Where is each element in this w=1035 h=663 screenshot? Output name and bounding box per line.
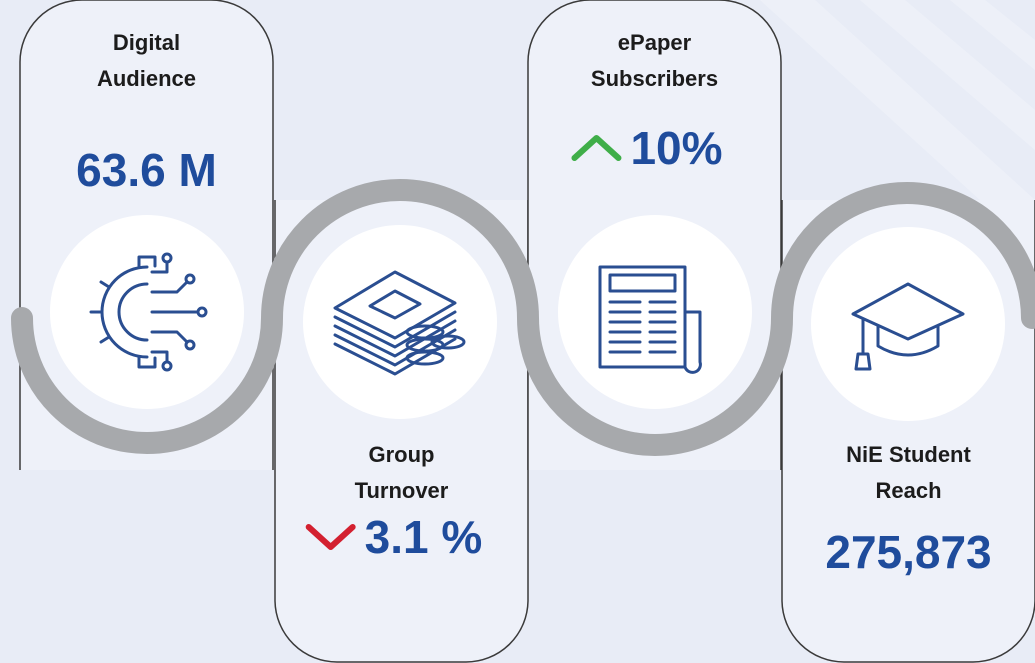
icon-paper bbox=[598, 265, 687, 369]
card-value: 3.1 % bbox=[365, 511, 483, 563]
content: Digital Audience 63.6 M Group Turnover 3.1 % e… bbox=[50, 30, 1005, 578]
card-title: Group bbox=[369, 442, 435, 467]
icon-node bbox=[161, 252, 173, 264]
card-value: 10% bbox=[630, 122, 722, 174]
icon bbox=[851, 282, 965, 371]
icon-node bbox=[184, 273, 196, 285]
card-title: Audience bbox=[97, 66, 196, 91]
card-title: Digital bbox=[113, 30, 180, 55]
trend-down-arrow bbox=[305, 524, 356, 550]
icon-bills bbox=[333, 328, 457, 367]
icon-circle bbox=[303, 225, 497, 419]
icon bbox=[598, 265, 702, 374]
card-value: 275,873 bbox=[825, 526, 991, 578]
icon-circle bbox=[50, 215, 244, 409]
icon-roll bbox=[683, 310, 702, 374]
icon bbox=[333, 270, 466, 376]
icon-coin bbox=[430, 334, 466, 350]
icon-header bbox=[608, 273, 677, 293]
icon-coin bbox=[405, 350, 445, 366]
icon-circle bbox=[811, 227, 1005, 421]
connector-wave bbox=[11, 179, 1035, 456]
card-value: 63.6 M bbox=[76, 144, 217, 196]
card-title: Subscribers bbox=[591, 66, 718, 91]
icon-bill-top bbox=[333, 270, 457, 340]
icon-bills bbox=[333, 319, 457, 358]
icon-tassel bbox=[854, 352, 872, 371]
icon bbox=[89, 252, 208, 372]
icon-node bbox=[196, 306, 208, 318]
icon-node bbox=[161, 360, 173, 372]
icon-circuit bbox=[150, 260, 199, 364]
icon-gear bbox=[89, 255, 157, 369]
trend-up-arrow bbox=[571, 135, 622, 161]
card-title: NiE Student bbox=[846, 442, 971, 467]
decor-stripes bbox=[760, 0, 1035, 250]
card-title: ePaper bbox=[618, 30, 692, 55]
card-title: Turnover bbox=[355, 478, 449, 503]
card-title: Reach bbox=[875, 478, 941, 503]
icon-cap bbox=[851, 282, 965, 357]
icon-node bbox=[184, 339, 196, 351]
icon-bills bbox=[333, 310, 457, 349]
